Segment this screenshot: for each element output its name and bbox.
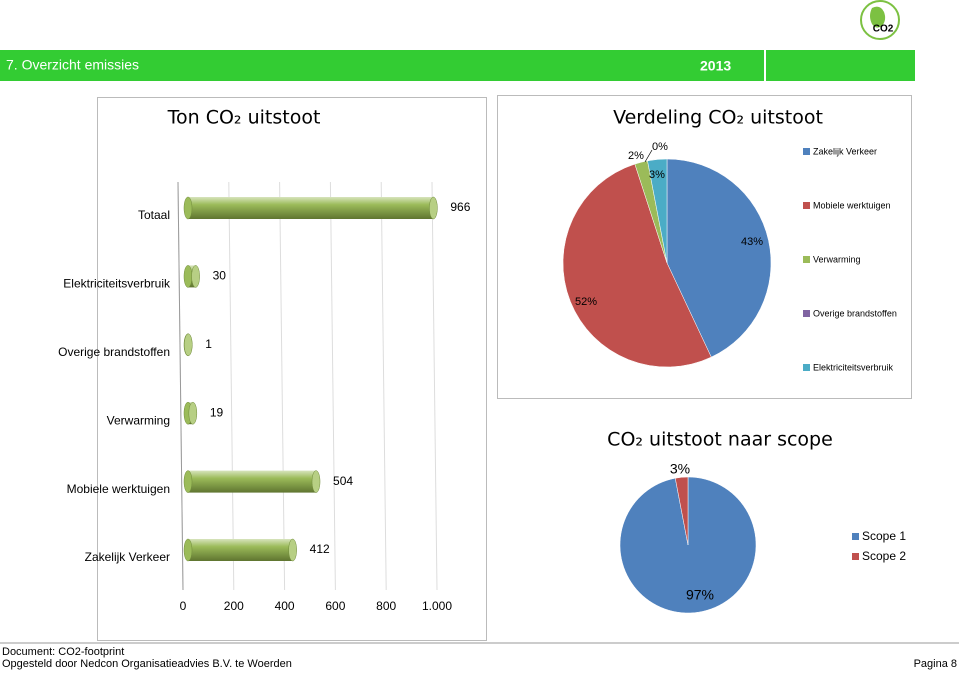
bar-start (183, 538, 193, 562)
footer-page: Pagina 8 (914, 658, 957, 670)
footer-author: Opgesteld door Nedcon Organisatieadvies … (2, 658, 292, 670)
value-label: 1 (205, 337, 212, 351)
bar (188, 470, 317, 493)
logo-text: CO2 (873, 24, 894, 35)
value-label: 966 (450, 200, 470, 214)
header-bar (0, 50, 915, 81)
data-label: 3% (670, 461, 690, 477)
data-label: 43% (741, 236, 763, 248)
x-tick-label: 600 (325, 599, 345, 613)
pie-slice (562, 163, 712, 368)
legend-swatch (803, 310, 810, 317)
bar-start (183, 470, 193, 493)
bar-end (191, 265, 200, 288)
bar-start (183, 196, 193, 220)
data-label: 52% (575, 296, 597, 308)
category-label: Verwarming (107, 413, 170, 427)
grid-line (228, 181, 235, 591)
grid-line (380, 181, 387, 591)
data-label: 3% (649, 169, 665, 181)
bar-end (429, 196, 438, 220)
data-label: 97% (686, 587, 714, 603)
legend-label: Scope 1 (862, 529, 906, 543)
chart-title: Ton CO₂ uitstoot (167, 107, 321, 129)
grid-line (279, 181, 286, 591)
value-label: 504 (333, 474, 353, 488)
legend-swatch (803, 148, 810, 155)
legend-swatch (803, 256, 810, 263)
header-year: 2013 (700, 58, 731, 74)
legend-label: Elektriciteitsverbruik (813, 362, 894, 372)
category-label: Elektriciteitsverbruik (63, 277, 171, 291)
axis-line (177, 181, 184, 591)
bar (188, 197, 434, 219)
x-tick-label: 400 (275, 599, 295, 613)
x-tick-label: 800 (376, 599, 396, 613)
header-title: 7. Overzicht emissies (6, 57, 139, 73)
legend-swatch (852, 553, 859, 560)
legend-swatch (803, 364, 810, 371)
x-tick-label: 200 (224, 599, 244, 613)
data-label: 2% (628, 150, 644, 162)
panel (497, 95, 912, 399)
logo-foot (870, 6, 886, 28)
value-label: 412 (310, 542, 330, 556)
pie-slice (666, 158, 772, 358)
legend-label: Verwarming (813, 254, 861, 264)
leader-line (644, 149, 653, 163)
x-tick-label: 0 (180, 599, 187, 613)
legend-label: Zakelijk Verkeer (813, 146, 877, 156)
pie-slice (674, 476, 689, 546)
category-label: Zakelijk Verkeer (85, 550, 170, 564)
category-label: Overige brandstoffen (58, 345, 170, 359)
category-label: Totaal (138, 208, 170, 222)
panel (97, 97, 487, 641)
logo: CO2 (860, 0, 900, 40)
legend-label: Overige brandstoffen (813, 308, 897, 318)
legend-swatch (852, 533, 859, 540)
value-label: 19 (210, 405, 224, 419)
x-tick-label: 1.000 (422, 599, 452, 613)
legend-label: Scope 2 (862, 549, 906, 563)
value-label: 30 (213, 269, 227, 283)
bar (188, 539, 293, 561)
category-label: Mobiele werktuigen (67, 482, 170, 496)
grid-line (329, 181, 336, 591)
bar-end (184, 333, 193, 357)
bar-end (288, 538, 297, 562)
bar-end (188, 401, 198, 425)
bar-end (311, 470, 321, 493)
legend-swatch (803, 202, 810, 209)
data-label: 0% (652, 141, 668, 153)
legend-label: Mobiele werktuigen (813, 200, 891, 210)
grid-line (431, 181, 438, 591)
chart-title: CO₂ uitstoot naar scope (607, 429, 833, 451)
bar-start (183, 265, 193, 288)
footer-document: Document: CO2-footprint (2, 646, 124, 658)
chart-title: Verdeling CO₂ uitstoot (613, 107, 823, 129)
pie-slice (647, 158, 668, 264)
